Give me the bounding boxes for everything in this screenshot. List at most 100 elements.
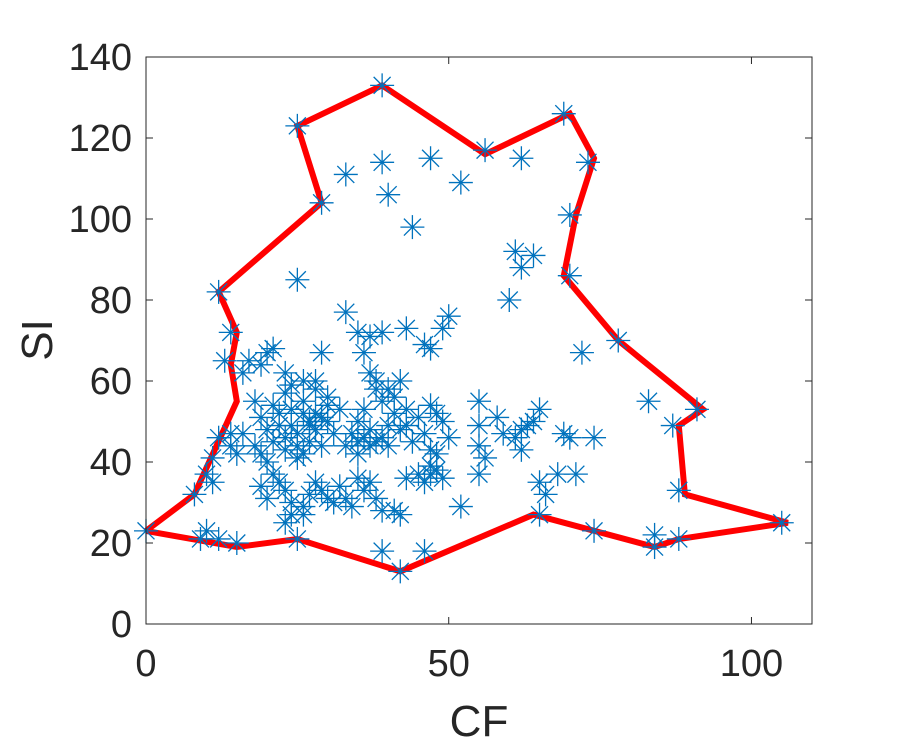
- data-point: [430, 316, 455, 341]
- data-point: [666, 478, 691, 503]
- data-point: [684, 397, 709, 422]
- data-point: [582, 518, 607, 543]
- data-point: [285, 526, 310, 551]
- data-point: [563, 462, 588, 487]
- data-point: [364, 369, 389, 393]
- data-point: [666, 526, 691, 551]
- data-point: [473, 138, 498, 163]
- data-point: [285, 267, 310, 292]
- data-point: [255, 340, 280, 365]
- data-point: [467, 413, 491, 438]
- data-point: [418, 437, 443, 462]
- data-point: [394, 316, 419, 341]
- data-point: [582, 425, 607, 450]
- data-point: [285, 445, 310, 470]
- data-point: [606, 328, 631, 353]
- data-point: [364, 486, 389, 511]
- data-point: [388, 502, 413, 527]
- data-point: [376, 377, 401, 402]
- data-point: [394, 413, 419, 438]
- data-point: [273, 478, 298, 503]
- data-point: [467, 462, 491, 487]
- data-point: [521, 243, 546, 268]
- data-point: [309, 190, 334, 215]
- data-point: [557, 202, 582, 227]
- data-point: [521, 409, 546, 434]
- data-point: [527, 397, 552, 422]
- data-point: [358, 470, 383, 495]
- data-point: [376, 182, 401, 207]
- y-tick-label: 60: [90, 361, 132, 403]
- y-tick-label: 140: [69, 37, 132, 79]
- data-point: [285, 113, 310, 138]
- data-point: [430, 409, 455, 434]
- x-tick-label: 100: [720, 643, 783, 685]
- data-point: [200, 445, 225, 470]
- data-point: [351, 340, 376, 365]
- data-point: [430, 466, 455, 491]
- x-axis-title: CF: [450, 697, 509, 746]
- data-point: [370, 150, 395, 175]
- data-point: [339, 494, 364, 519]
- data-point: [509, 146, 534, 171]
- data-point: [642, 522, 667, 547]
- y-tick-label: 120: [69, 118, 132, 160]
- data-point: [418, 146, 443, 171]
- data-point: [351, 397, 376, 422]
- data-point: [436, 425, 461, 450]
- plot-frame: [145, 56, 813, 625]
- data-point: [273, 510, 298, 535]
- data-point: [412, 421, 437, 446]
- data-point: [376, 433, 401, 458]
- data-point: [527, 502, 552, 527]
- data-point: [388, 369, 413, 393]
- data-point: [497, 288, 522, 312]
- y-tick-label: 0: [111, 604, 132, 646]
- data-point: [206, 526, 231, 551]
- data-point: [333, 162, 358, 187]
- data-point: [333, 433, 358, 458]
- data-point: [557, 263, 582, 288]
- data-point: [660, 413, 685, 438]
- data-point: [485, 405, 510, 430]
- data-point: [569, 340, 594, 365]
- data-point: [436, 304, 461, 329]
- data-point: [255, 450, 280, 474]
- data-point: [327, 474, 352, 499]
- y-tick-label: 100: [69, 199, 132, 241]
- data-point: [315, 393, 340, 418]
- data-point: [503, 239, 528, 264]
- data-point: [551, 101, 576, 126]
- data-point: [769, 510, 794, 535]
- boundary-line: [144, 81, 789, 575]
- data-point: [218, 320, 243, 345]
- data-point: [412, 332, 437, 357]
- data-point: [303, 377, 328, 402]
- data-point: [400, 215, 425, 240]
- data-point: [533, 482, 558, 507]
- y-axis-title: SI: [13, 319, 62, 361]
- data-point: [551, 421, 576, 446]
- data-point: [224, 441, 249, 466]
- data-point: [333, 300, 358, 325]
- data-point: [194, 518, 219, 543]
- data-point: [291, 494, 316, 519]
- data-point: [388, 559, 413, 584]
- data-point: [370, 73, 395, 98]
- data-point: [636, 389, 661, 414]
- y-tick-label: 80: [90, 280, 132, 322]
- tick-labels: 0 50 100 0 20 40 60 80 100 120 140: [69, 37, 784, 685]
- data-point: [370, 320, 395, 345]
- data-point: [557, 425, 582, 450]
- data-point: [448, 494, 473, 519]
- data-point: [206, 279, 231, 304]
- y-tick-label: 40: [90, 442, 132, 484]
- data-point: [279, 373, 304, 398]
- data-point: [261, 336, 286, 361]
- data-point: [473, 445, 498, 470]
- data-point: [249, 474, 274, 499]
- y-tick-label: 20: [90, 523, 132, 565]
- data-point: [212, 348, 237, 373]
- data-point: [200, 470, 225, 495]
